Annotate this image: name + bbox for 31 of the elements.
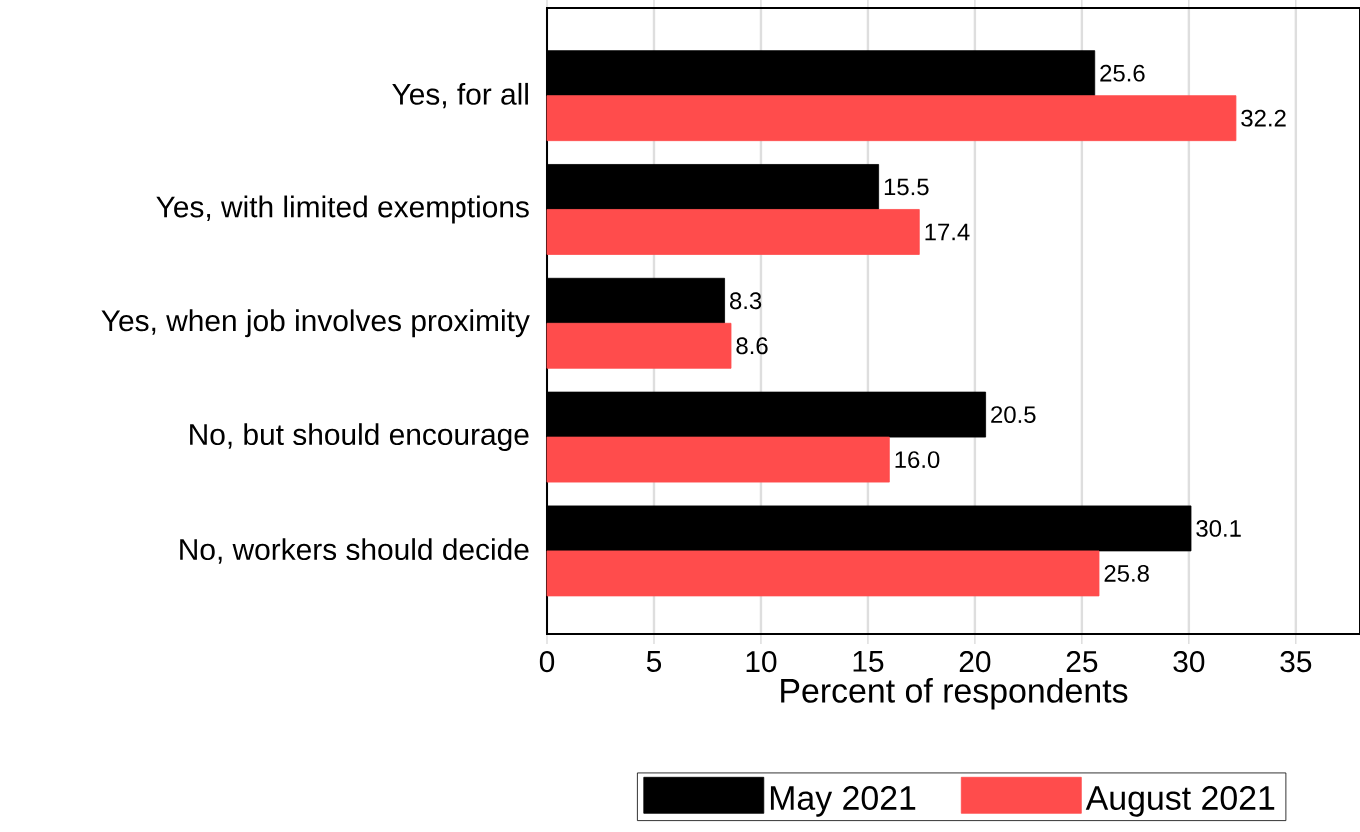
data-label: 16.0 [895, 451, 940, 469]
bar [546, 550, 1100, 597]
x-tick-label: 20 [959, 651, 991, 673]
data-label: 8.3 [730, 292, 762, 310]
data-label: 30.1 [1196, 519, 1241, 537]
data-label: 25.8 [1104, 564, 1149, 582]
y-tick-label: Yes, with limited exemptions [156, 195, 529, 224]
bar [546, 95, 1237, 142]
x-axis-title: Percent of respondents [781, 677, 1128, 710]
x-tick-label: 5 [646, 651, 662, 672]
data-label: 8.6 [736, 337, 768, 355]
legend-label: August 2021 [1085, 785, 1275, 817]
data-label: 17.4 [925, 223, 970, 241]
y-tick-label: No, but should encourage [190, 423, 529, 452]
x-tick-label: 10 [746, 651, 777, 673]
x-tick-label: 15 [853, 651, 884, 672]
x-tick-label: 0 [539, 651, 555, 673]
x-tick-label: 35 [1280, 651, 1312, 673]
x-tick-label: 25 [1066, 651, 1098, 673]
y-tick-label: No, workers should decide [180, 538, 529, 564]
bar [546, 322, 732, 369]
bar [546, 436, 890, 483]
legend-label: May 2021 [770, 785, 916, 817]
data-label: 32.2 [1241, 109, 1286, 127]
bar [546, 209, 920, 255]
y-tick-label: Yes, for all [392, 82, 528, 109]
x-tick-label: 30 [1173, 651, 1205, 673]
y-tick-label: Yes, when job involves proximity [101, 309, 530, 338]
data-label: 15.5 [884, 178, 929, 196]
data-label: 20.5 [991, 406, 1036, 424]
data-label: 25.6 [1100, 64, 1145, 82]
